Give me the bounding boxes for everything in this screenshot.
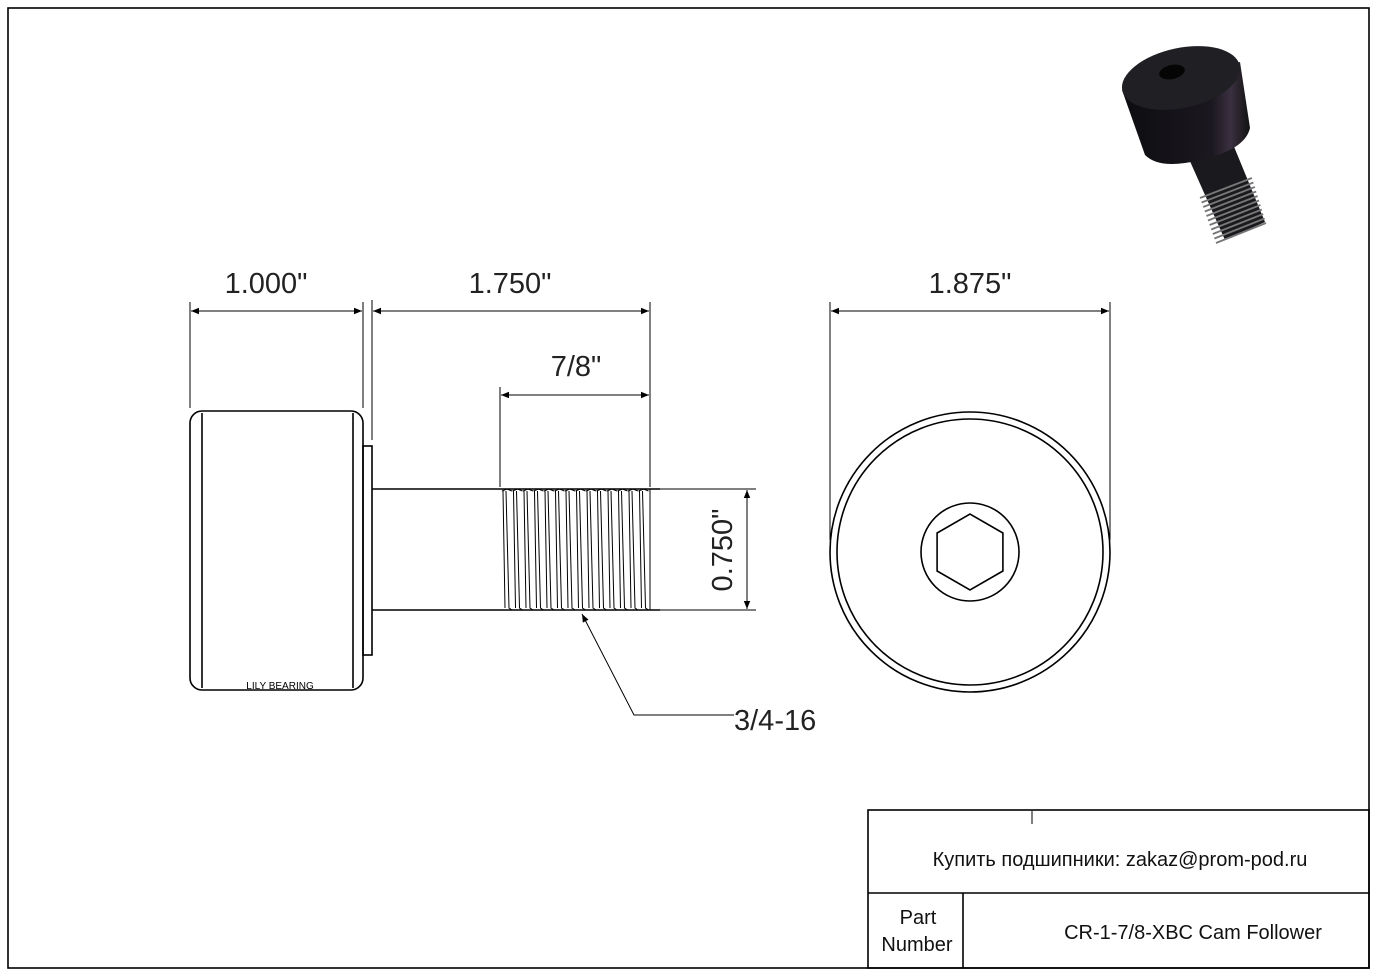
part-number: CR-1-7/8-XBC Cam Follower [1064,922,1322,944]
thread-crest [512,488,523,611]
thread-spec: 3/4-16 [734,705,816,737]
dimensions: 1.000" 1.750" 7/8" 0.750" 3/4-16 1.875" [189,268,1111,737]
thread-crest [575,488,586,611]
render-thread [1199,177,1253,199]
flange [362,445,373,656]
side-view: LILY BEARING [189,300,660,692]
render-thread [1210,208,1263,231]
thread-crest [585,488,597,611]
thread-crest [638,488,649,611]
end-view [829,411,1111,693]
title-block: Купить подшипники: zakaz@prom-pod.ru Par… [867,809,1370,969]
render-thread [1201,181,1254,204]
dim-roller-diameter: 1.875" [929,268,1012,300]
thread-crest [522,488,534,611]
thread-crest [564,488,576,611]
thread-leader [581,613,734,716]
thread-crest [596,488,607,611]
render-thread [1214,217,1265,240]
thread-crest [543,488,555,611]
dim-stud-diameter: 0.750" [707,509,739,592]
hex-socket [936,513,1004,591]
render-thread [1209,204,1261,226]
roller-outline [189,410,364,691]
dim-roller-width: 1.000" [225,268,308,300]
roller-marking: LILY BEARING [246,681,314,692]
render-thread [1206,195,1258,217]
thread-crest [533,488,544,611]
product-render [1121,46,1267,244]
render-thread [1202,186,1256,208]
dim-stud-length: 1.750" [469,268,552,300]
dim-thread-length: 7/8" [551,351,602,383]
drawing-border [7,7,1370,969]
thread-crest [501,488,513,611]
thread-crest [554,488,565,611]
thread-crest [606,488,618,611]
contact-info: Купить подшипники: zakaz@prom-pod.ru [933,849,1308,871]
render-thread [1207,199,1260,222]
thread-crest [617,488,628,611]
thread-region [501,488,649,611]
render-thread [1212,213,1264,235]
part-label-line2: Number [881,934,952,956]
render-thread [1215,222,1267,244]
thread-crest [627,488,639,611]
part-label-line1: Part [900,907,937,929]
render-thread [1204,190,1257,213]
